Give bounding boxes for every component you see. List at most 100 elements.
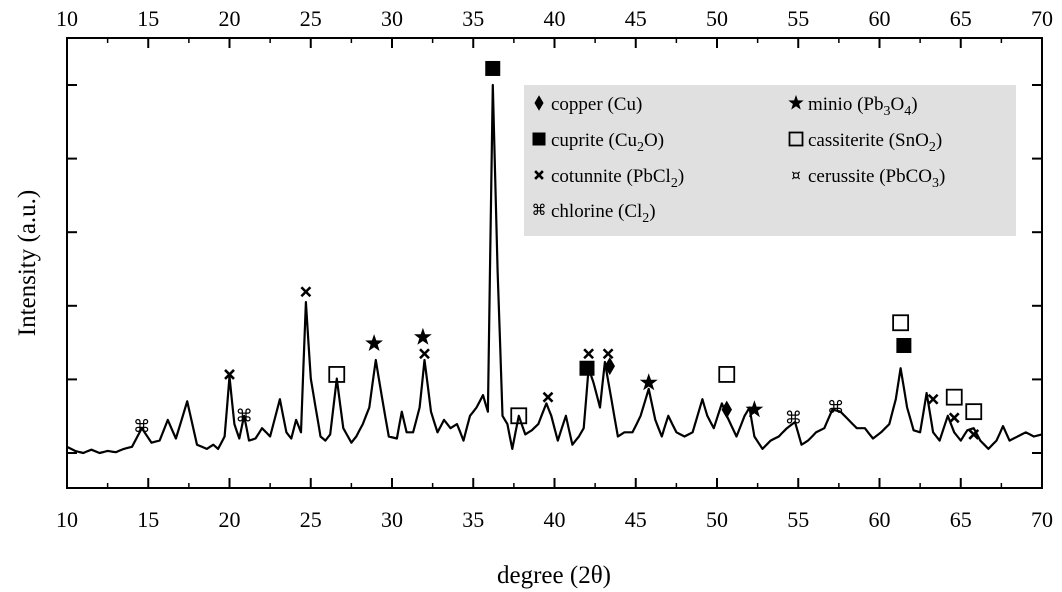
legend-label-text: ): [939, 166, 945, 187]
legend: copper (Cu) minio (Pb3O4)cuprite (Cu2O) ca…: [524, 85, 1016, 236]
legend-symbol: [788, 131, 804, 147]
x-tick-label-bottom: 30: [381, 507, 403, 532]
svg-text:⌘: ⌘: [827, 398, 844, 418]
legend-symbol: [788, 94, 804, 110]
x-tick-label-bottom: 15: [137, 507, 159, 532]
legend-label-text: cotunnite (PbCl: [551, 166, 671, 187]
x-tick-label-bottom: 35: [462, 507, 484, 532]
legend-entry: ¤ cerussite (PbCO3): [791, 166, 945, 191]
x-tick-label-top: 30: [381, 6, 403, 31]
x-tick-label-top: 35: [462, 6, 484, 31]
x-tick-label-bottom: 20: [219, 507, 241, 532]
x-tick-label-bottom: 45: [625, 507, 647, 532]
peak-marker: [945, 388, 963, 406]
peak-marker: [965, 403, 983, 421]
x-tick-label-bottom: 60: [869, 507, 891, 532]
x-tick-label-top: 45: [625, 6, 647, 31]
y-axis-title: Intensity (a.u.): [14, 190, 41, 336]
svg-text:⌘: ⌘: [133, 417, 150, 437]
peak-marker: [542, 391, 554, 403]
x-tick-label-bottom: 70: [1031, 507, 1053, 532]
legend-entry: copper (Cu): [534, 94, 642, 115]
x-tick-label-top: 20: [219, 6, 241, 31]
x-tick-label-bottom: 25: [300, 507, 322, 532]
legend-label-subscript: 2: [671, 176, 678, 191]
x-tick-label-top: 15: [137, 6, 159, 31]
legend-symbol: ⌘: [532, 201, 547, 219]
legend-label: cotunnite (PbCl2): [551, 166, 684, 191]
peak-marker: [604, 357, 615, 376]
legend-label-text: ): [649, 201, 655, 222]
svg-text:¤: ¤: [791, 166, 801, 184]
peak-marker: ⌘: [133, 417, 150, 437]
legend-label-text: chlorine (Cl: [551, 201, 642, 222]
peak-marker: [328, 366, 346, 383]
legend-label-text: cerussite (PbCO: [808, 166, 932, 187]
series-layer: [66, 83, 1043, 455]
legend-label: cerussite (PbCO3): [808, 166, 945, 191]
legend-symbol: ¤: [791, 166, 801, 184]
peak-marker: [639, 373, 658, 391]
peak-marker: ⌘: [827, 398, 844, 418]
legend-entry: ⌘ chlorine (Cl2): [532, 201, 656, 226]
svg-text:⌘: ⌘: [532, 201, 547, 219]
peak-marker: [579, 360, 595, 376]
peak-marker: [510, 407, 528, 425]
peak-marker: [485, 60, 501, 76]
peak-marker: [896, 337, 912, 353]
legend-symbol: [534, 95, 544, 111]
peak-marker: [968, 428, 980, 440]
legend-label-subscript: 4: [904, 104, 911, 119]
legend-label-subscript: 3: [883, 104, 890, 119]
peak-marker: [414, 327, 432, 345]
legend-label-text: cuprite (Cu: [551, 130, 638, 151]
x-axis-title: degree (2θ): [497, 562, 611, 589]
legend-label: minio (Pb3O4): [808, 94, 918, 119]
x-tick-label-bottom: 10: [56, 507, 78, 532]
legend-label-text: minio (Pb: [808, 94, 883, 115]
legend-label-subscript: 3: [932, 176, 939, 191]
peak-marker: [718, 366, 736, 383]
peak-marker: [927, 393, 939, 405]
legend-entries: copper (Cu) minio (Pb3O4)cuprite (Cu2O) ca…: [532, 94, 946, 226]
x-tick-label-top: 10: [56, 6, 78, 31]
legend-label-text: ): [911, 94, 917, 115]
peak-marker: [224, 369, 235, 380]
legend-label-subscript: 2: [637, 140, 644, 155]
legend-label-subscript: 2: [642, 211, 649, 226]
peak-marker: [745, 400, 764, 418]
x-tick-label-bottom: 65: [950, 507, 972, 532]
x-tick-label-bottom: 40: [544, 507, 566, 532]
svg-text:⌘: ⌘: [785, 409, 802, 429]
phase-markers: ⌘ ⌘ ⌘ ⌘: [133, 60, 983, 440]
legend-label: cuprite (Cu2O): [551, 130, 664, 155]
legend-label: copper (Cu): [551, 94, 642, 115]
peak-marker: [721, 400, 732, 419]
peak-marker: ⌘: [785, 409, 802, 429]
peak-marker: [419, 348, 430, 360]
legend-entry: cotunnite (PbCl2): [534, 166, 684, 191]
legend-label-text: ): [936, 130, 942, 151]
x-tick-label-top: 65: [950, 6, 972, 31]
peak-marker: ⌘: [236, 406, 253, 426]
x-tick-label-bottom: 55: [787, 507, 809, 532]
legend-label-text: copper (Cu): [551, 94, 642, 115]
diffraction-pattern-line: [66, 83, 1043, 455]
legend-label-text: O: [890, 94, 904, 115]
legend-entry: minio (Pb3O4): [788, 94, 918, 119]
svg-text:⌘: ⌘: [236, 406, 253, 426]
x-tick-label-top: 60: [869, 6, 891, 31]
peak-marker: [892, 314, 910, 332]
peak-marker: [300, 286, 312, 298]
legend-label-text: cassiterite (SnO: [808, 130, 929, 151]
x-tick-label-top: 70: [1031, 6, 1053, 31]
legend-entry: cuprite (Cu2O): [532, 130, 664, 155]
legend-symbol: [534, 170, 544, 180]
peak-marker: [602, 348, 614, 360]
x-tick-label-top: 55: [787, 6, 809, 31]
x-tick-label-top: 40: [544, 6, 566, 31]
legend-symbol: [532, 132, 546, 146]
legend-label: cassiterite (SnO2): [808, 130, 942, 155]
legend-label-text: ): [678, 166, 684, 187]
